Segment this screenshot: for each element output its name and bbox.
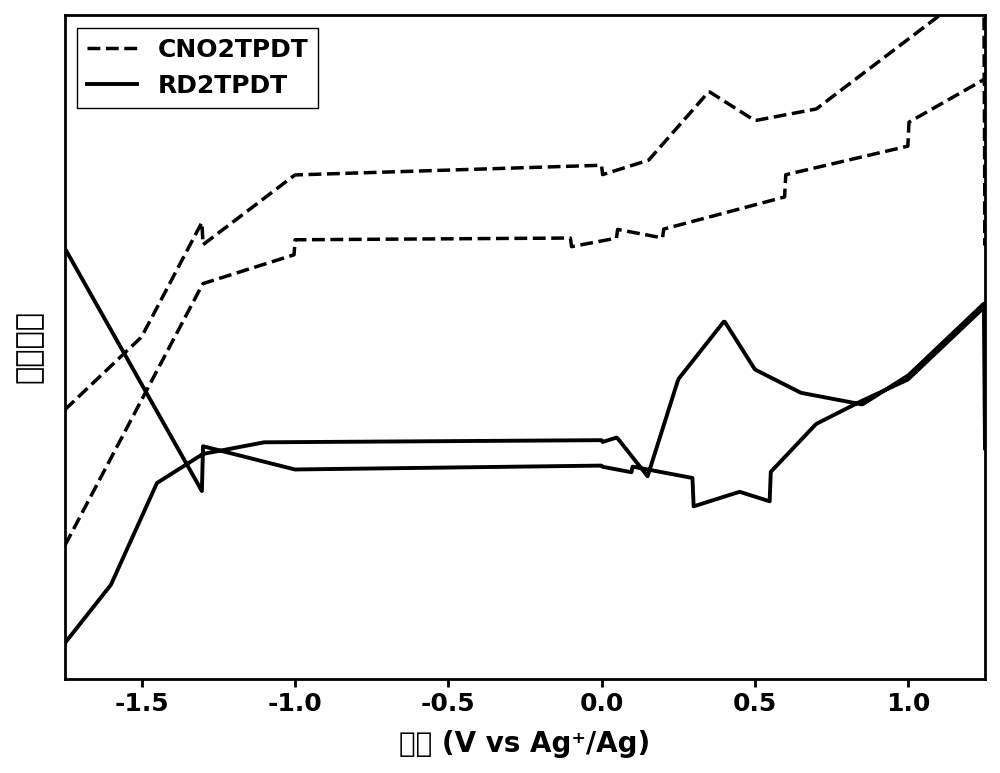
RD2TPDT (631, 463, 643, 472)
Line: RD2TPDT: RD2TPDT (65, 248, 985, 643)
CNO2TPDT (957, 87, 969, 96)
Legend: CNO2TPDT, RD2TPDT: CNO2TPDT, RD2TPDT (77, 28, 318, 108)
RD2TPDT (59, 243, 71, 253)
X-axis label: 电压 (V vs Ag⁺/Ag): 电压 (V vs Ag⁺/Ag) (399, 730, 651, 758)
CNO2TPDT (630, 228, 642, 237)
CNO2TPDT (59, 405, 71, 414)
RD2TPDT (891, 377, 903, 386)
CNO2TPDT (93, 373, 105, 382)
RD2TPDT (93, 594, 105, 604)
RD2TPDT (59, 638, 71, 648)
CNO2TPDT (176, 318, 188, 327)
CNO2TPDT (59, 541, 71, 550)
RD2TPDT (958, 322, 970, 331)
Line: CNO2TPDT: CNO2TPDT (65, 0, 985, 546)
RD2TPDT (388, 437, 400, 446)
CNO2TPDT (388, 167, 400, 176)
CNO2TPDT (891, 43, 903, 52)
RD2TPDT (177, 454, 189, 463)
Y-axis label: 电流密度: 电流密度 (15, 311, 44, 383)
